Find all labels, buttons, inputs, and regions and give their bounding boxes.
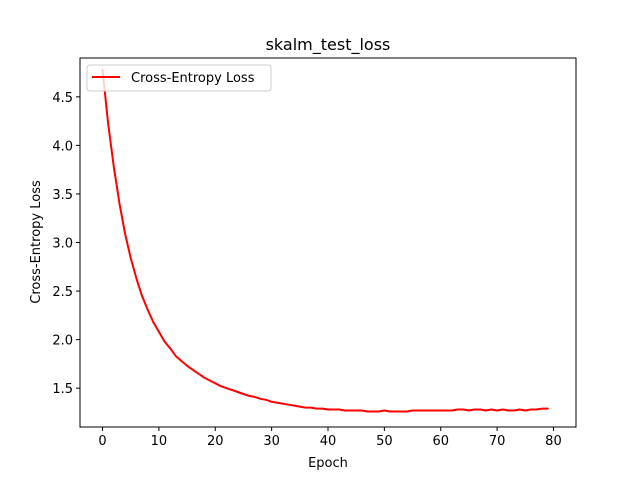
plot-area-frame bbox=[79, 57, 577, 428]
x-tick-label: 30 bbox=[263, 434, 280, 449]
y-tick-label: 3.0 bbox=[52, 237, 73, 252]
x-axis-label: Epoch bbox=[308, 456, 348, 471]
x-tick-label: 60 bbox=[432, 434, 449, 449]
y-tick-label: 4.5 bbox=[52, 91, 73, 106]
x-tick-label: 20 bbox=[207, 434, 224, 449]
x-tick-label: 70 bbox=[489, 434, 506, 449]
series-line-cross-entropy-loss bbox=[101, 68, 549, 413]
legend-box bbox=[86, 64, 272, 92]
x-tick-label: 10 bbox=[151, 434, 168, 449]
y-tick-label: 1.5 bbox=[52, 382, 73, 397]
x-axis-ticks: 0 10 20 30 40 50 60 70 80 bbox=[98, 427, 562, 449]
legend-label: Cross-Entropy Loss bbox=[131, 71, 255, 86]
chart-title: skalm_test_loss bbox=[266, 35, 391, 55]
y-tick-label: 2.0 bbox=[52, 334, 73, 349]
legend: Cross-Entropy Loss bbox=[86, 64, 272, 92]
y-tick-label: 4.0 bbox=[52, 139, 73, 154]
y-tick-label: 2.5 bbox=[52, 285, 73, 300]
x-tick-label: 50 bbox=[376, 434, 393, 449]
x-tick-label: 40 bbox=[320, 434, 337, 449]
y-axis-label: Cross-Entropy Loss bbox=[29, 180, 44, 304]
x-tick-label: 0 bbox=[98, 434, 106, 449]
y-tick-label: 3.5 bbox=[52, 188, 73, 203]
x-tick-label: 80 bbox=[545, 434, 562, 449]
y-axis-ticks: 1.5 2.0 2.5 3.0 3.5 4.0 4.5 bbox=[52, 91, 80, 397]
series-layer bbox=[101, 68, 549, 413]
